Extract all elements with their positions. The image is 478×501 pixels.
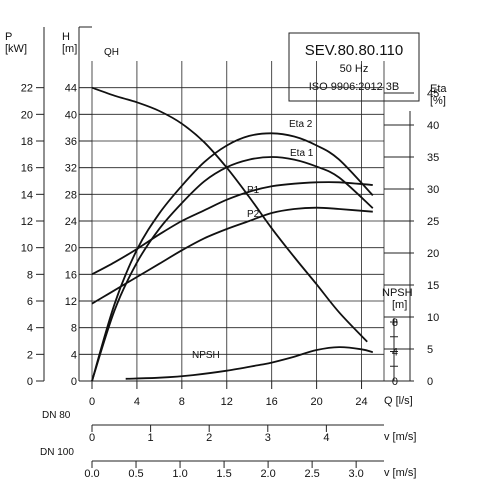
dn100-tick-label: 2.0 (260, 468, 275, 480)
eta-tick-label: 15 (427, 280, 439, 292)
h-tick-label: 0 (71, 376, 77, 388)
h-tick-label: 20 (65, 243, 77, 255)
h-tick-label: 16 (65, 269, 77, 281)
q-tick-label: 4 (134, 396, 140, 408)
npsh-axis-unit: [m] (392, 299, 407, 311)
dn80-velocity-label: v [m/s] (384, 431, 416, 443)
q-tick-label: 12 (221, 396, 233, 408)
eta-tick-label: 0 (427, 376, 433, 388)
p-tick-label: 0 (27, 376, 33, 388)
eta-tick-label: 40 (427, 120, 439, 132)
h-tick-label: 24 (65, 216, 77, 228)
standard-label: ISO 9906:2012 3B (309, 81, 400, 93)
p-tick-label: 2 (27, 349, 33, 361)
p1-label: P1 (247, 185, 260, 196)
model-name: SEV.80.80.110 (305, 42, 403, 59)
p-tick-label: 20 (21, 109, 33, 121)
eta-1-curve (91, 156, 374, 382)
npsh-label: NPSH (192, 350, 220, 361)
q-tick-label: 24 (355, 396, 367, 408)
dn100-tick-label: 2.5 (304, 468, 319, 480)
p2-curve (91, 206, 373, 305)
info-box-border (288, 32, 420, 102)
h-tick-label: 12 (65, 296, 77, 308)
p-tick-label: 22 (21, 83, 33, 95)
p-tick-label: 16 (21, 163, 33, 175)
dn100-tick-label: 0.0 (84, 468, 99, 480)
eta-tick-label: 45 (427, 88, 439, 100)
p2-label: P2 (247, 209, 260, 220)
p-tick-label: 6 (27, 296, 33, 308)
eta-tick-label: 30 (427, 184, 439, 196)
q-tick-label: 20 (310, 396, 322, 408)
q-tick-label: 0 (89, 396, 95, 408)
p-tick-label: 8 (27, 269, 33, 281)
eta-axis-unit: [%] (430, 95, 446, 107)
eta-axis-letter: Eta (430, 83, 447, 95)
dn80-tick-label: 3 (265, 432, 271, 444)
h-tick-label: 28 (65, 189, 77, 201)
p-axis-letter: P (5, 31, 12, 43)
h-tick-label: 40 (65, 109, 77, 121)
p-tick-label: 4 (27, 323, 33, 335)
eta-tick-label: 5 (427, 344, 433, 356)
eta-tick-label: 10 (427, 312, 439, 324)
p-tick-label: 12 (21, 216, 33, 228)
tick-labels: 0246810121416182022048121620242832364044… (21, 83, 440, 480)
q-tick-label: 8 (179, 396, 185, 408)
dn100-tick-label: 1.0 (172, 468, 187, 480)
p-tick-label: 10 (21, 243, 33, 255)
h-axis-letter: H (62, 31, 70, 43)
npsh-tick-label: 4 (392, 347, 398, 359)
eta-tick-label: 25 (427, 216, 439, 228)
eta-tick-label: 20 (427, 248, 439, 260)
dn100-tick-label: 1.5 (216, 468, 231, 480)
h-axis-unit: [m] (62, 43, 77, 55)
p-axis-unit: [kW] (5, 43, 27, 55)
dn100-velocity-label: v [m/s] (384, 467, 416, 479)
q-axis-label: Q [l/s] (384, 395, 413, 407)
axes (36, 26, 414, 468)
npsh-tick-label: 8 (392, 317, 398, 329)
dn80-tick-label: 2 (206, 432, 212, 444)
npsh-axis-letter: NPSH (382, 287, 413, 299)
dn80-tick-label: 1 (148, 432, 154, 444)
dn80-tick-label: 0 (89, 432, 95, 444)
dn80-tick-label: 4 (323, 432, 329, 444)
curves (91, 86, 374, 382)
h-tick-label: 44 (65, 83, 77, 95)
info-box: SEV.80.80.110 50 Hz ISO 9906:2012 3B (288, 32, 420, 102)
p-tick-label: 18 (21, 136, 33, 148)
p1-curve (91, 181, 373, 276)
eta-1-label: Eta 1 (290, 148, 314, 159)
h-tick-label: 32 (65, 163, 77, 175)
p-tick-label: 14 (21, 189, 33, 201)
eta-2-label: Eta 2 (289, 119, 313, 130)
npsh-curve (125, 346, 374, 380)
h-tick-label: 36 (65, 136, 77, 148)
dn100-tick-label: 0.5 (128, 468, 143, 480)
dn80-label: DN 80 (42, 410, 71, 421)
npsh-tick-label: 0 (392, 376, 398, 388)
qh-label: QH (104, 47, 119, 58)
dn100-tick-label: 3.0 (348, 468, 363, 480)
q-tick-label: 16 (266, 396, 278, 408)
curve-labels: QH Eta 2 Eta 1 P1 P2 NPSH (104, 47, 314, 361)
eta-tick-label: 35 (427, 152, 439, 164)
frequency-label: 50 Hz (340, 63, 369, 75)
dn100-label: DN 100 (40, 447, 74, 458)
h-tick-label: 4 (71, 349, 77, 361)
h-tick-label: 8 (71, 323, 77, 335)
